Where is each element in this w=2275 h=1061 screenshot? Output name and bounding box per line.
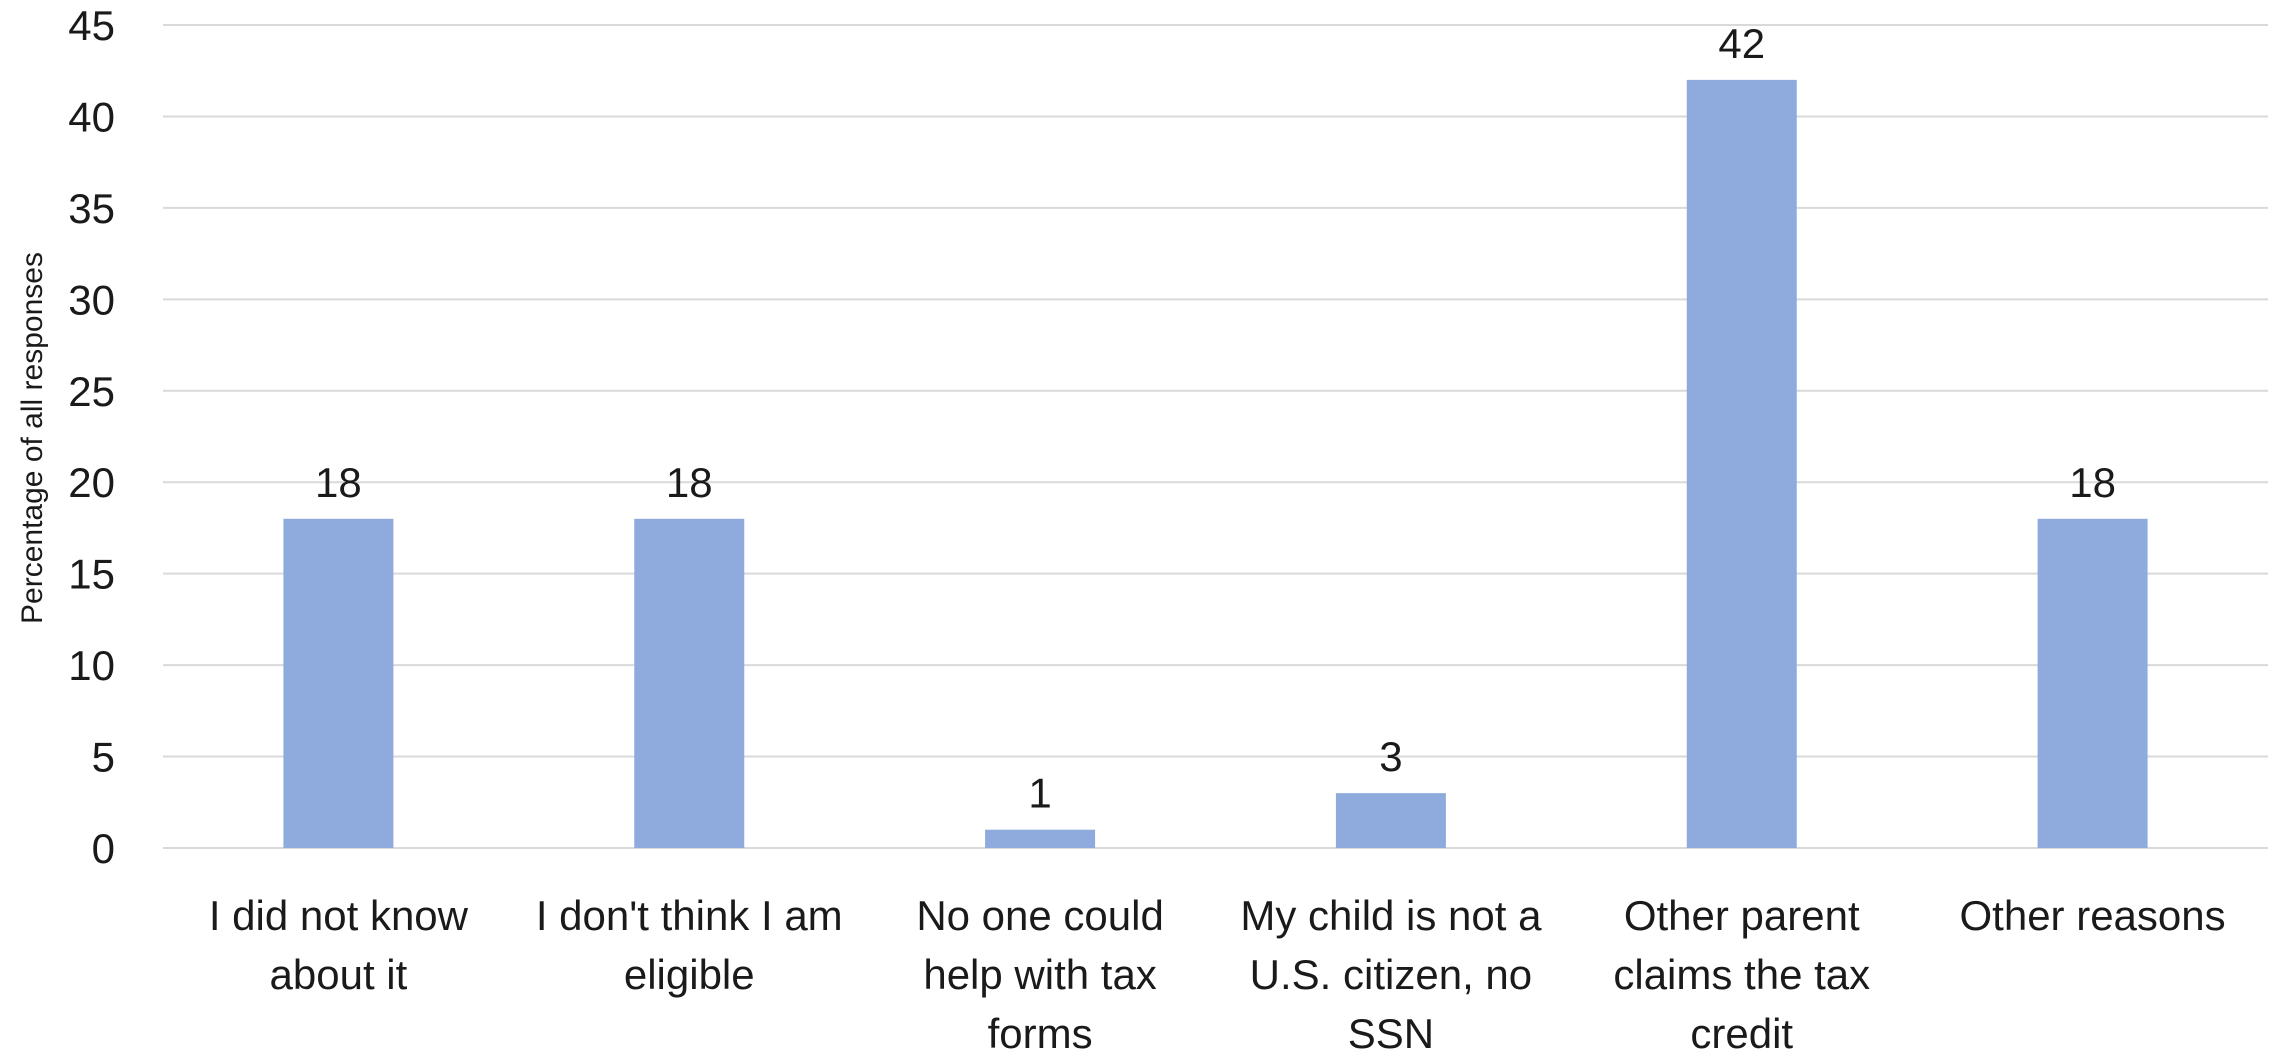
data-label: 42: [1718, 20, 1765, 67]
bars: [283, 79, 2148, 848]
x-category-label: Other reasons: [1960, 892, 2226, 939]
x-category-label: I don't think I am eligible: [536, 892, 843, 998]
y-tick-label: 40: [68, 93, 115, 140]
x-category-label-line: about it: [270, 951, 408, 998]
x-category-label-line: I did not know: [209, 892, 469, 939]
x-category-label: No one could help with tax forms: [916, 892, 1164, 1056]
x-category-label-line: U.S. citizen, no: [1250, 951, 1532, 998]
x-axis-categories: I did not know about it I don't think I am…: [209, 892, 2226, 1057]
data-label: 3: [1379, 733, 1402, 780]
bar: [985, 829, 1096, 848]
data-label: 18: [666, 459, 713, 506]
data-labels: 18 18 1 3 42 18: [315, 20, 2116, 817]
x-category-label: My child is not a U.S. citizen, no SSN: [1240, 892, 1542, 1056]
x-category-label-line: Other reasons: [1960, 892, 2226, 939]
y-tick-label: 35: [68, 185, 115, 232]
x-category-label: I did not know about it: [209, 892, 469, 998]
y-tick-label: 45: [68, 2, 115, 49]
y-tick-label: 30: [68, 276, 115, 323]
x-category-label: Other parent claims the tax credit: [1613, 892, 1870, 1056]
data-label: 18: [2069, 459, 2116, 506]
y-tick-label: 5: [92, 734, 115, 781]
bar: [2037, 518, 2148, 848]
x-category-label-line: claims the tax: [1613, 951, 1870, 998]
x-category-label-line: eligible: [624, 951, 755, 998]
y-axis-title: Percentage of all responses: [16, 252, 49, 624]
y-tick-label: 0: [92, 825, 115, 872]
x-category-label-line: forms: [988, 1010, 1093, 1056]
x-category-label-line: SSN: [1348, 1010, 1434, 1056]
x-category-label-line: credit: [1690, 1010, 1793, 1056]
x-category-label-line: No one could: [916, 892, 1164, 939]
x-category-label-line: help with tax: [923, 951, 1156, 998]
y-tick-label: 20: [68, 459, 115, 506]
bar: [283, 518, 394, 848]
x-category-label-line: My child is not a: [1240, 892, 1542, 939]
y-tick-label: 15: [68, 551, 115, 598]
bar: [1686, 79, 1797, 848]
x-category-label-line: I don't think I am: [536, 892, 843, 939]
gridlines: [163, 24, 2268, 849]
x-category-label-line: Other parent: [1624, 892, 1860, 939]
y-tick-label: 10: [68, 642, 115, 689]
bar: [634, 518, 745, 848]
data-label: 18: [315, 459, 362, 506]
data-label: 1: [1028, 770, 1051, 817]
y-tick-label: 25: [68, 368, 115, 415]
bar: [1335, 793, 1446, 848]
y-axis-ticks: 0 5 10 15 20 25 30 35 40 45: [68, 2, 115, 872]
